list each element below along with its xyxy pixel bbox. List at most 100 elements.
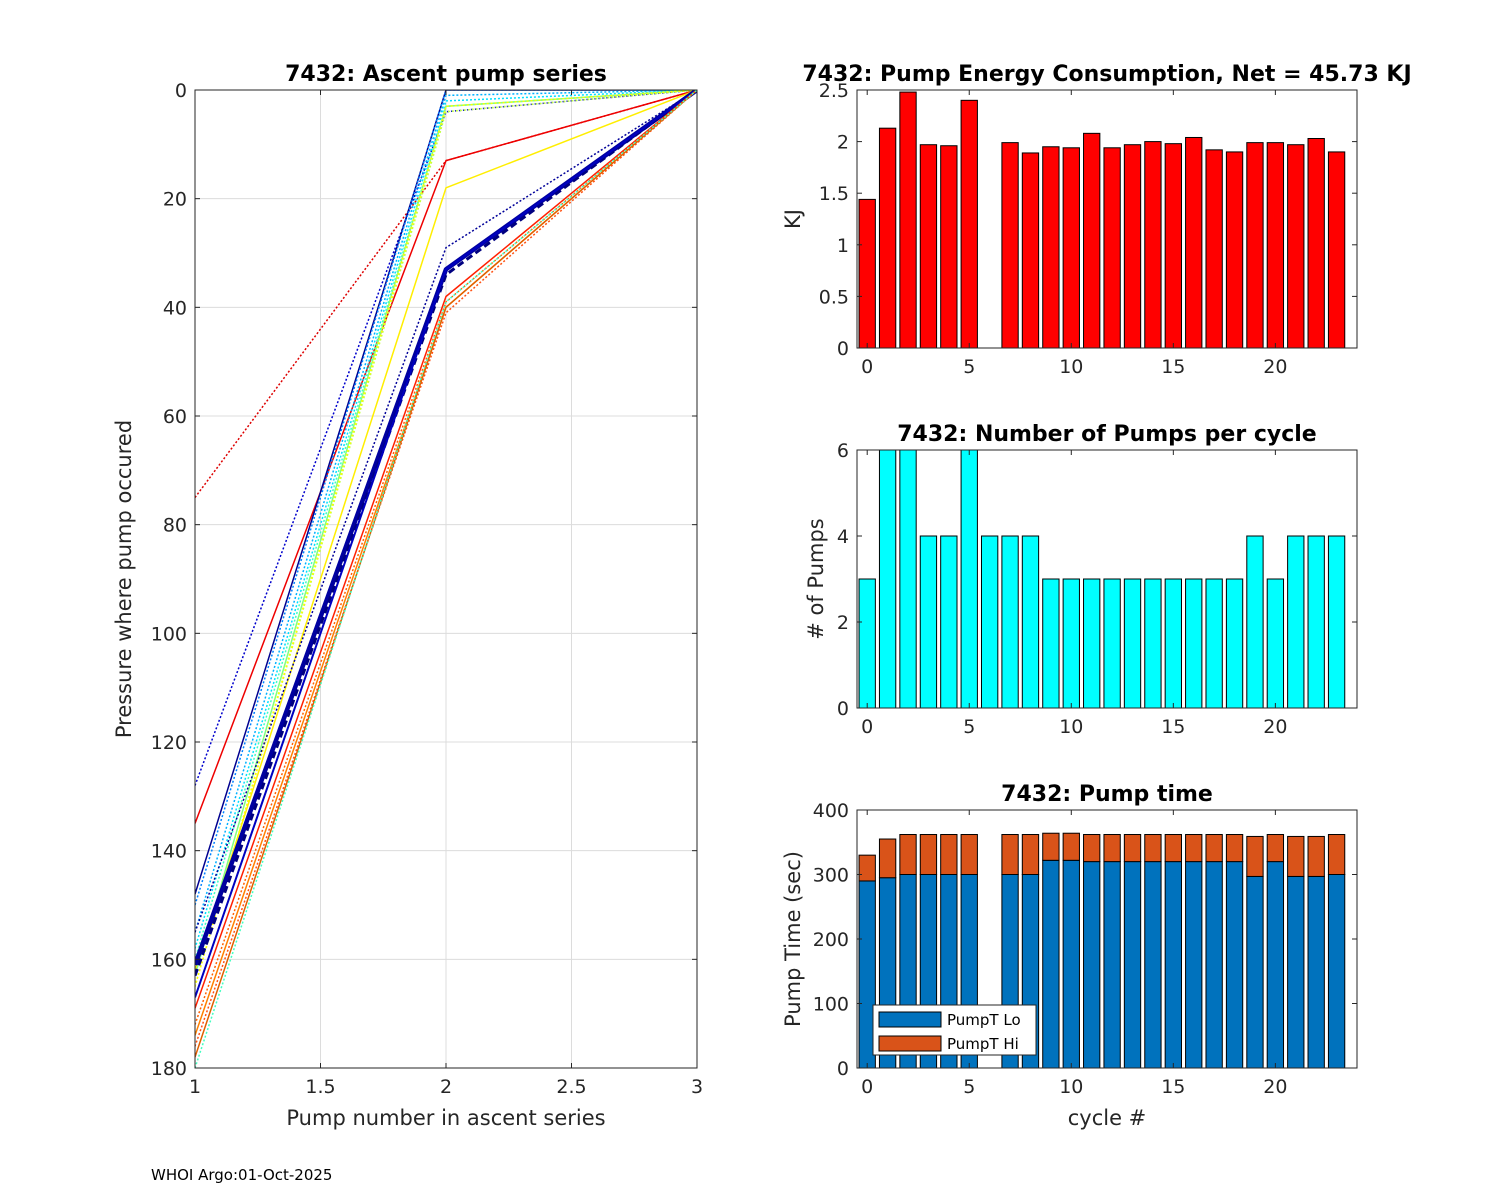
pumps-bar-18 xyxy=(1225,578,1244,708)
pumps-ytick-label: 4 xyxy=(837,526,849,548)
pumptime-bar-hi-11 xyxy=(1083,834,1101,863)
pumptime-ytick-label: 200 xyxy=(813,929,849,951)
energy-bar-8 xyxy=(1021,152,1040,348)
pumps-bar-13 xyxy=(1123,578,1142,708)
ascent-ytick-label: 100 xyxy=(151,623,187,645)
pumptime-bar-lo-12 xyxy=(1103,861,1121,1068)
pumps-bar-22 xyxy=(1307,535,1325,708)
energy-ytick-label: 1.5 xyxy=(819,183,849,205)
pumps-ylabel: # of Pumps xyxy=(804,518,828,640)
pumptime-bar-lo-21 xyxy=(1287,875,1305,1068)
energy-bar-3 xyxy=(919,144,938,348)
pumptime-bar-hi-18 xyxy=(1225,834,1244,863)
pumps-xtick-label: 20 xyxy=(1263,716,1287,738)
ascent-plot-area xyxy=(195,90,697,1068)
pumps-bar-12 xyxy=(1103,578,1121,708)
ascent-ytick-label: 40 xyxy=(163,297,187,319)
pumptime-bar-hi-16 xyxy=(1185,834,1203,863)
pumps-bar-4 xyxy=(940,535,958,708)
pumps-bar-10 xyxy=(1062,578,1080,708)
legend-swatch-lo xyxy=(878,1011,942,1028)
ascent-xtick-label: 2 xyxy=(440,1076,452,1098)
pumps-bar-16 xyxy=(1185,578,1203,708)
energy-bar-19 xyxy=(1246,142,1264,348)
ascent-ytick-label: 0 xyxy=(175,80,187,102)
energy-bar-2 xyxy=(899,91,917,348)
ascent-xtick-label: 3 xyxy=(691,1076,703,1098)
pumptime-bar-hi-20 xyxy=(1266,834,1285,863)
energy-xtick-label: 20 xyxy=(1263,356,1287,378)
energy-bar-10 xyxy=(1062,147,1080,348)
pumps-xtick-label: 15 xyxy=(1161,716,1185,738)
energy-bar-17 xyxy=(1205,149,1223,348)
energy-bar-4 xyxy=(940,145,958,348)
energy-bar-23 xyxy=(1327,151,1346,348)
pumps-bar-15 xyxy=(1164,578,1182,708)
pumptime-bar-hi-1 xyxy=(878,838,897,879)
pumptime-bar-hi-23 xyxy=(1327,834,1346,876)
pumps-xtick-label: 0 xyxy=(861,716,873,738)
pumps-axes-box xyxy=(856,449,1358,709)
pumptime-legend: PumpT Lo PumpT Hi xyxy=(872,1004,1037,1056)
ascent-ytick-label: 20 xyxy=(163,189,187,211)
energy-bar-5 xyxy=(960,99,978,348)
pumps-plot-area xyxy=(858,450,1346,708)
ascent-series-line-10 xyxy=(195,90,697,971)
ascent-series-line-14 xyxy=(195,90,697,977)
pumptime-bar-lo-22 xyxy=(1307,875,1325,1068)
ascent-series-line-12 xyxy=(195,90,697,933)
energy-bar-13 xyxy=(1123,144,1142,348)
pumptime-bar-lo-17 xyxy=(1205,861,1223,1068)
pumps-bar-20 xyxy=(1266,578,1285,708)
pumps-bar-19 xyxy=(1246,535,1264,708)
energy-bar-14 xyxy=(1144,141,1162,348)
pumptime-ytick-label: 100 xyxy=(813,994,849,1016)
ascent-series-line-8 xyxy=(195,90,697,976)
pumps-bar-11 xyxy=(1083,578,1101,708)
pumptime-bar-hi-19 xyxy=(1246,835,1264,877)
energy-bar-1 xyxy=(878,127,897,348)
ascent-ylabel: Pressure where pump occured xyxy=(112,420,136,738)
ascent-ytick-label: 80 xyxy=(163,515,187,537)
energy-ytick-label: 0.5 xyxy=(819,286,849,308)
ascent-ytick-label: 60 xyxy=(163,406,187,428)
pumptime-bar-hi-21 xyxy=(1287,835,1305,877)
pumptime-xtick-label: 5 xyxy=(963,1076,975,1098)
ascent-series-line-15 xyxy=(195,90,697,998)
pumptime-bar-hi-15 xyxy=(1164,834,1182,863)
pumptime-bar-hi-14 xyxy=(1144,834,1162,863)
pumps-bar-21 xyxy=(1287,535,1305,708)
pumptime-plot-area xyxy=(858,832,1346,1068)
ascent-series-line-4 xyxy=(195,90,697,906)
energy-xtick-label: 10 xyxy=(1059,356,1083,378)
pumptime-bar-lo-16 xyxy=(1185,861,1203,1068)
pumps-ytick-label: 0 xyxy=(837,698,849,720)
pumptime-xtick-label: 10 xyxy=(1059,1076,1083,1098)
pumptime-bar-lo-23 xyxy=(1327,874,1346,1068)
pumptime-bar-hi-9 xyxy=(1042,832,1060,861)
ascent-series-line-5 xyxy=(195,90,697,933)
pumptime-bar-hi-3 xyxy=(919,834,938,876)
ascent-ytick-label: 180 xyxy=(151,1058,187,1080)
energy-title: 7432: Pump Energy Consumption, Net = 45.… xyxy=(802,62,1411,87)
pumps-ytick-label: 2 xyxy=(837,612,849,634)
pumptime-bar-lo-19 xyxy=(1246,875,1264,1068)
pumps-xtick-label: 5 xyxy=(963,716,975,738)
ascent-ytick-label: 140 xyxy=(151,841,187,863)
energy-bar-20 xyxy=(1266,142,1285,348)
pumptime-bar-hi-13 xyxy=(1123,834,1142,863)
pumptime-bar-hi-0 xyxy=(858,854,876,882)
pumptime-bar-hi-7 xyxy=(1001,834,1019,876)
ascent-xtick-label: 2.5 xyxy=(556,1076,586,1098)
pumptime-bar-lo-10 xyxy=(1062,859,1080,1068)
ascent-xlabel: Pump number in ascent series xyxy=(286,1106,605,1130)
pumps-bar-2 xyxy=(899,450,917,708)
energy-xtick-label: 5 xyxy=(963,356,975,378)
pumptime-ylabel: Pump Time (sec) xyxy=(781,851,805,1027)
legend-swatch-hi xyxy=(878,1035,942,1052)
energy-bar-15 xyxy=(1164,143,1182,348)
ascent-xtick-label: 1 xyxy=(189,1076,201,1098)
